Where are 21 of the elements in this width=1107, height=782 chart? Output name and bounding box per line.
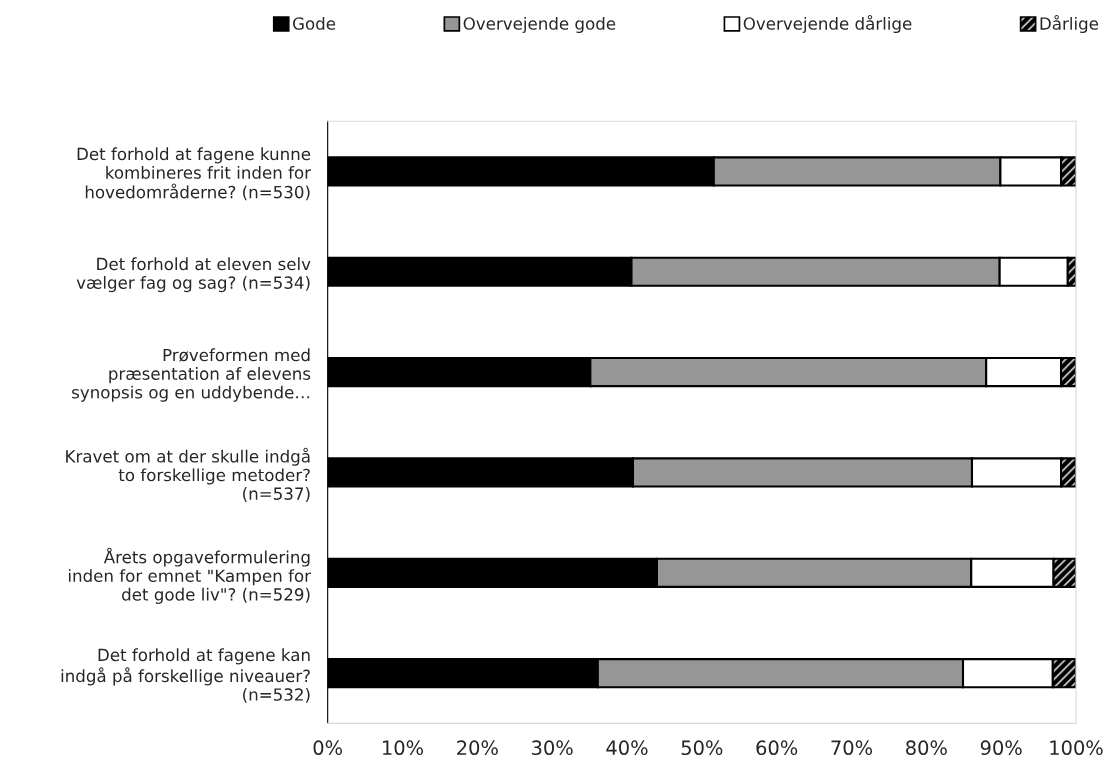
legend-label: Gode: [293, 16, 336, 30]
x-tick-label: 40%: [606, 740, 648, 756]
x-tick-label: 50%: [681, 740, 723, 756]
x-tick-label: 60%: [756, 740, 798, 756]
y-tick-label: Det forhold at eleven selv vælger fag og sag? (n=534): [76, 257, 311, 293]
y-tick-label: Det forhold at fagene kan indgå på forskellige niveauer? (n=532): [61, 648, 310, 703]
y-tick-label: Det forhold at fagene kunne kombineres frit inden for hovedområderne? (n=530): [77, 147, 312, 201]
x-tick-label: 0%: [313, 740, 343, 756]
x-tick-label: 30%: [532, 740, 573, 756]
x-tick-label: 70%: [831, 740, 873, 756]
legend-label: Overvejende gode: [463, 16, 616, 34]
y-tick-label: Prøveformen med præsentation af elevens synopsis og en uddybende…: [72, 348, 311, 402]
legend-label: Dårlige: [1040, 15, 1099, 34]
x-tick-label: 100%: [1050, 740, 1103, 756]
y-tick-label: Kravet om at der skulle indgå to forskellige metoder? (n=537): [66, 447, 310, 502]
legend-label: Overvejende dårlige: [743, 15, 912, 34]
x-tick-label: 10%: [383, 740, 424, 756]
x-tick-label: 20%: [457, 740, 498, 756]
x-tick-label: 90%: [980, 740, 1022, 756]
y-tick-label: Årets opgaveformulering inden for emnet "Kampen for det gode liv"? (n=529): [68, 547, 312, 604]
x-tick-label: 80%: [906, 740, 947, 756]
